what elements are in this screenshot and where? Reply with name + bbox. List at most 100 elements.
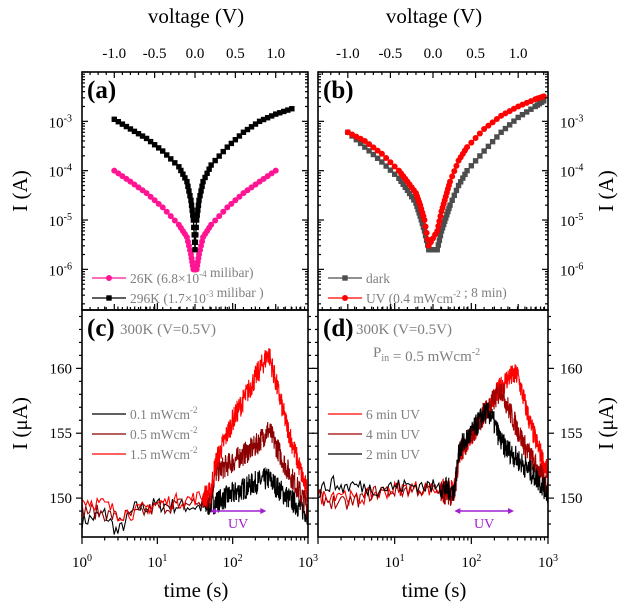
data-point xyxy=(387,167,394,173)
data-point xyxy=(357,140,364,147)
y-axis-title: I (μA) xyxy=(8,397,32,450)
data-point xyxy=(413,200,419,206)
data-point xyxy=(208,162,214,168)
data-point xyxy=(119,121,126,127)
y-tick-label: 150 xyxy=(50,491,73,507)
data-point xyxy=(476,130,483,137)
arrow-right-icon xyxy=(507,508,514,514)
data-point xyxy=(186,188,192,194)
data-point xyxy=(184,178,190,185)
data-point xyxy=(472,158,479,164)
data-point xyxy=(236,133,243,139)
data-point xyxy=(387,159,394,166)
data-point xyxy=(370,144,377,151)
data-point xyxy=(187,192,193,199)
data-point xyxy=(404,187,411,194)
x-tick-label: -1.0 xyxy=(336,46,360,62)
y-tick-label: 160 xyxy=(560,361,583,377)
data-point xyxy=(224,204,231,211)
data-point xyxy=(151,197,158,204)
x-tick-label: 0.5 xyxy=(226,46,245,62)
data-point xyxy=(464,167,470,174)
legend: 6 min UV 4 min UV 2 min UV xyxy=(328,407,420,462)
legend-marker xyxy=(342,295,348,301)
data-point xyxy=(398,178,404,185)
data-point xyxy=(379,159,385,165)
data-point xyxy=(224,144,230,150)
y-axis-title: I (A) xyxy=(8,170,32,211)
data-point xyxy=(400,181,406,188)
uv-window-label: UV xyxy=(228,517,248,532)
data-point xyxy=(216,153,222,159)
data-point xyxy=(485,143,492,150)
data-point xyxy=(185,183,191,190)
bottom-axis-title-right: time (s) xyxy=(402,578,467,602)
data-point xyxy=(436,218,443,225)
data-point xyxy=(190,217,197,223)
data-point xyxy=(477,153,483,159)
data-point xyxy=(442,218,448,224)
y-axis-title: I (μA) xyxy=(594,397,618,450)
data-point xyxy=(260,116,267,123)
x-tick-label: 102 xyxy=(223,553,243,571)
arrow-right-icon xyxy=(260,508,267,514)
data-point xyxy=(391,163,398,170)
data-point xyxy=(396,175,402,182)
data-point xyxy=(414,203,420,210)
data-point xyxy=(111,116,117,122)
arrow-left-icon xyxy=(454,508,461,514)
data-point xyxy=(155,145,162,151)
data-point xyxy=(195,202,202,208)
legend-label: 26K (6.8×10-4 milibar) xyxy=(130,265,253,286)
y-tick-label: 155 xyxy=(560,426,583,442)
data-point xyxy=(449,173,456,180)
data-point xyxy=(440,221,447,228)
data-point xyxy=(193,217,200,223)
power-annotation: Pin = 0.5 mWcm-2 xyxy=(373,345,480,365)
data-point xyxy=(353,137,360,143)
legend-label: 0.5 mWcm-2 xyxy=(130,425,198,442)
data-point xyxy=(494,134,500,140)
data-point xyxy=(439,225,446,231)
data-point xyxy=(447,178,454,185)
data-point xyxy=(147,138,154,145)
y-tick-label: 10-3 xyxy=(49,113,72,131)
data-point xyxy=(453,162,460,169)
data-point xyxy=(206,166,212,172)
data-point xyxy=(460,175,466,181)
data-point xyxy=(361,137,368,144)
data-point xyxy=(511,118,517,124)
data-point xyxy=(370,151,377,158)
y-tick-label: 10-3 xyxy=(560,113,583,131)
data-point xyxy=(163,208,170,215)
data-point xyxy=(362,144,368,150)
data-point xyxy=(434,227,441,234)
bottom-axis-title-left: time (s) xyxy=(164,578,229,602)
data-point xyxy=(417,213,423,219)
data-point xyxy=(264,115,271,121)
y-tick-label: 155 xyxy=(50,426,73,442)
data-point xyxy=(200,178,206,185)
data-point xyxy=(528,106,534,112)
data-point xyxy=(498,129,504,135)
data-point xyxy=(189,207,195,213)
data-point xyxy=(195,207,201,213)
top-axis-title-right: voltage (V) xyxy=(386,4,482,28)
panel-b: -1.0 -0.5 0.0 0.5 1.0 10-3 10-4 10-5 10-6 I (A) (b… xyxy=(317,46,618,311)
data-point xyxy=(188,202,195,208)
data-point xyxy=(204,170,210,177)
data-point xyxy=(421,217,428,224)
data-point xyxy=(485,122,492,129)
data-point xyxy=(143,135,150,142)
data-point xyxy=(435,223,442,230)
data-point xyxy=(232,137,239,143)
data-point xyxy=(289,106,295,112)
data-point xyxy=(502,125,509,132)
data-point xyxy=(493,116,500,123)
data-point xyxy=(519,111,526,118)
data-point xyxy=(436,237,443,244)
data-point xyxy=(406,190,413,197)
x-tick-label: -0.5 xyxy=(143,46,167,62)
data-point xyxy=(244,126,251,133)
uv-window-label: UV xyxy=(474,517,494,532)
